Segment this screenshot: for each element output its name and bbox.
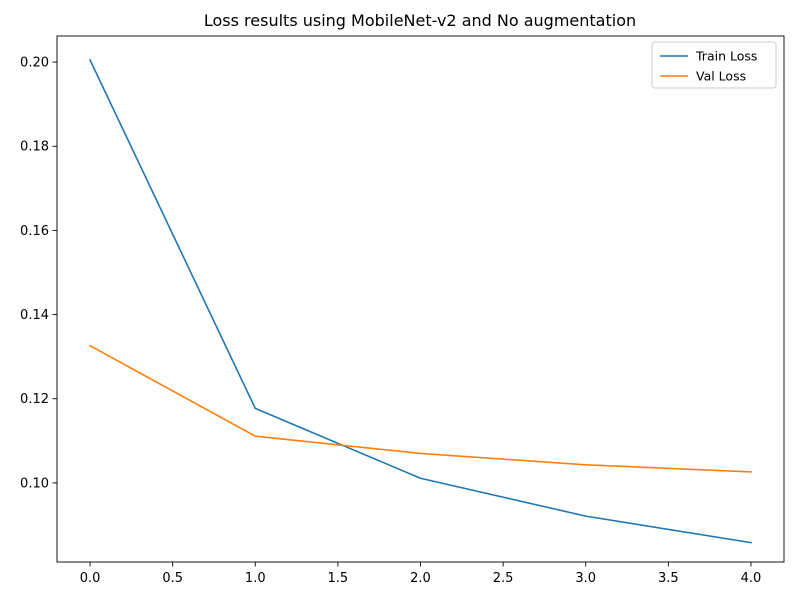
legend: Train Loss Val Loss	[651, 41, 777, 89]
x-tick-label: 0.0	[80, 571, 101, 586]
y-tick-label: 0.12	[20, 392, 49, 407]
x-tick-label: 2.0	[410, 571, 431, 586]
y-tick-label: 0.10	[20, 476, 49, 491]
x-tick-label: 0.5	[162, 571, 183, 586]
series-line-1	[88, 344, 752, 473]
series-line-0	[88, 58, 752, 544]
plot-area	[88, 58, 752, 544]
x-tick-label: 1.5	[328, 571, 349, 586]
y-tick-label: 0.16	[20, 224, 49, 239]
x-tick-label: 2.5	[493, 571, 514, 586]
x-tick-label: 4.0	[741, 571, 762, 586]
axes: 0.0 0.5 1.0 1.5 2.0 2.5 3.0 3.5 4.0 0.10 0.12 0.14 0…	[20, 35, 785, 586]
x-tick-label: 1.0	[245, 571, 266, 586]
legend-label-0: Train Loss	[695, 49, 757, 64]
x-tick-label: 3.5	[658, 571, 679, 586]
y-tick-label: 0.20	[20, 56, 49, 71]
x-tick-label: 3.0	[575, 571, 596, 586]
legend-label-1: Val Loss	[696, 69, 746, 84]
chart-title: Loss results using MobileNet-v2 and No a…	[204, 11, 636, 30]
y-tick-label: 0.14	[20, 308, 49, 323]
axes-frame	[56, 35, 785, 563]
y-tick-label: 0.18	[20, 140, 49, 155]
